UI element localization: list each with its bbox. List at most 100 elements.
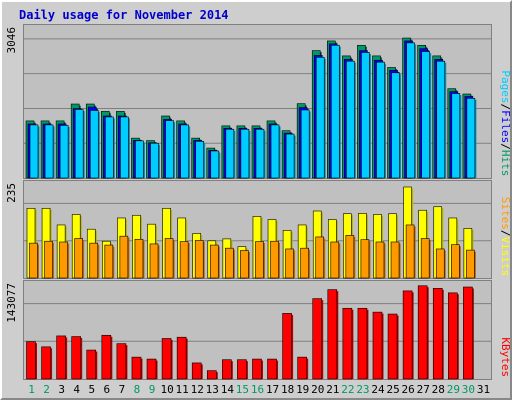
bar-kbytes bbox=[41, 346, 51, 380]
bar-pages bbox=[421, 51, 430, 179]
chart-title: Daily usage for November 2014 bbox=[19, 8, 229, 22]
bar-sites bbox=[255, 241, 264, 279]
x-tick-label: 26 bbox=[402, 383, 415, 396]
bar-sites bbox=[390, 241, 400, 279]
bar-pages bbox=[391, 72, 400, 179]
x-tick-label: 3 bbox=[58, 383, 65, 396]
bar-sites bbox=[240, 250, 249, 279]
legend-top: Pages/Files/Hits bbox=[499, 70, 512, 176]
bar-kbytes bbox=[146, 358, 157, 380]
x-tick-label: 24 bbox=[371, 383, 385, 396]
bar-sites bbox=[345, 235, 355, 279]
bar-pages bbox=[74, 109, 84, 179]
legend-middle: Sites/Visits bbox=[499, 197, 512, 276]
bar-pages bbox=[406, 42, 415, 179]
bar-sites bbox=[375, 241, 385, 279]
bar-pages bbox=[285, 133, 295, 179]
x-tick-label: 11 bbox=[176, 383, 189, 396]
x-tick-label: 6 bbox=[104, 383, 111, 396]
bar-kbytes bbox=[342, 307, 353, 380]
y-max-label-bottom: 143077 bbox=[5, 283, 18, 323]
x-tick-label: 18 bbox=[281, 383, 294, 396]
bar-pages bbox=[436, 60, 446, 179]
legend-entry: KBytes bbox=[499, 337, 512, 377]
bar-pages bbox=[105, 116, 114, 179]
bar-kbytes bbox=[463, 286, 473, 380]
bar-pages bbox=[89, 110, 99, 179]
x-tick-label: 31 bbox=[477, 383, 490, 396]
bar-kbytes bbox=[432, 288, 443, 380]
bar-sites bbox=[74, 238, 83, 279]
bar-sites bbox=[104, 244, 114, 279]
bar-kbytes bbox=[56, 335, 66, 380]
bar-pages bbox=[195, 141, 205, 179]
bar-kbytes bbox=[191, 362, 202, 380]
legend-entry: Visits bbox=[499, 237, 512, 277]
bar-pages bbox=[120, 116, 129, 179]
x-tick-label: 13 bbox=[206, 383, 219, 396]
bar-kbytes bbox=[131, 356, 142, 380]
bar-sites bbox=[59, 241, 68, 279]
bar-sites bbox=[29, 242, 38, 279]
bar-pages bbox=[180, 124, 189, 179]
x-tick-label: 12 bbox=[191, 383, 204, 396]
bar-sites bbox=[330, 241, 340, 279]
x-tick-label: 9 bbox=[149, 383, 156, 396]
x-tick-label: 25 bbox=[386, 383, 399, 396]
bar-sites bbox=[119, 235, 129, 279]
bar-sites bbox=[209, 244, 219, 279]
bar-pages bbox=[44, 124, 54, 179]
bar-kbytes bbox=[252, 358, 262, 380]
x-tick-label: 29 bbox=[447, 383, 460, 396]
x-tick-label: 1 bbox=[28, 383, 35, 396]
bar-pages bbox=[135, 140, 144, 179]
bar-pages bbox=[376, 61, 385, 179]
bar-sites bbox=[466, 249, 475, 279]
bar-sites bbox=[420, 238, 430, 279]
bar-pages bbox=[346, 60, 355, 179]
x-tick-label: 7 bbox=[119, 383, 126, 396]
x-tick-label: 16 bbox=[251, 383, 264, 396]
bar-pages bbox=[165, 120, 174, 179]
bar-sites bbox=[149, 243, 159, 279]
bar-sites bbox=[44, 240, 53, 279]
legend-entry: Files bbox=[499, 110, 512, 143]
bar-pages bbox=[361, 52, 370, 179]
bar-pages bbox=[270, 124, 280, 179]
legend-entry: / bbox=[499, 143, 512, 150]
bar-kbytes bbox=[297, 356, 307, 380]
bar-sites bbox=[194, 240, 204, 279]
bar-kbytes bbox=[402, 290, 413, 380]
x-tick-label: 28 bbox=[432, 383, 445, 396]
bar-kbytes bbox=[206, 370, 217, 380]
bar-kbytes bbox=[372, 311, 383, 380]
x-tick-label: 14 bbox=[221, 383, 235, 396]
x-tick-label: 8 bbox=[134, 383, 141, 396]
bar-pages bbox=[300, 109, 310, 179]
x-tick-label: 21 bbox=[326, 383, 339, 396]
bar-sites bbox=[435, 248, 445, 279]
x-tick-label: 4 bbox=[73, 383, 80, 396]
bar-sites bbox=[315, 236, 325, 279]
bar-pages bbox=[330, 44, 340, 179]
bar-pages bbox=[240, 128, 250, 179]
bar-pages bbox=[315, 57, 325, 179]
bar-sites bbox=[300, 247, 309, 279]
bar-kbytes bbox=[101, 334, 112, 380]
bar-sites bbox=[405, 224, 415, 279]
bar-sites bbox=[225, 247, 234, 279]
bar-kbytes bbox=[71, 336, 81, 380]
bar-pages bbox=[59, 125, 69, 179]
legend-entry: / bbox=[499, 230, 512, 237]
bar-sites bbox=[164, 238, 174, 279]
bar-pages bbox=[210, 150, 220, 179]
legend-entry: Hits bbox=[499, 150, 512, 177]
bar-kbytes bbox=[417, 285, 428, 380]
bar-kbytes bbox=[387, 313, 398, 380]
bar-sites bbox=[451, 244, 460, 279]
x-tick-label: 22 bbox=[341, 383, 354, 396]
bar-pages bbox=[225, 128, 235, 179]
bar-sites bbox=[89, 242, 99, 279]
bar-kbytes bbox=[237, 359, 247, 380]
